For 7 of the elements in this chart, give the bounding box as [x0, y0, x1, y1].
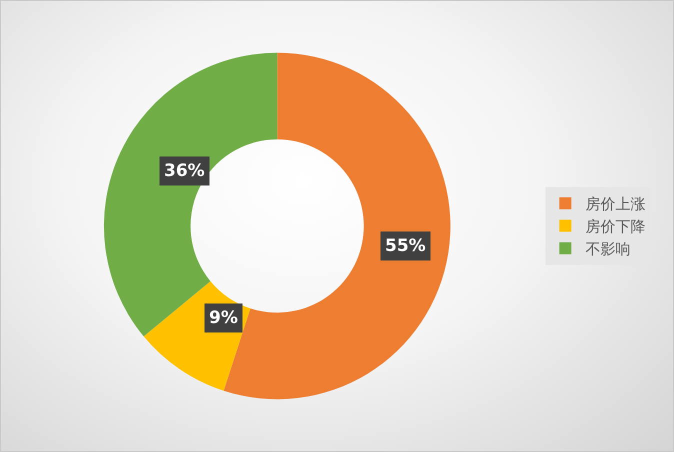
data-label: 9%: [209, 308, 238, 328]
donut-slice: [104, 52, 278, 336]
data-label: 36%: [164, 161, 205, 181]
legend-label: 房价上涨: [585, 195, 646, 214]
legend-label: 房价下降: [585, 218, 646, 236]
data-label: 55%: [385, 236, 426, 256]
legend-label: 不影响: [585, 240, 630, 258]
